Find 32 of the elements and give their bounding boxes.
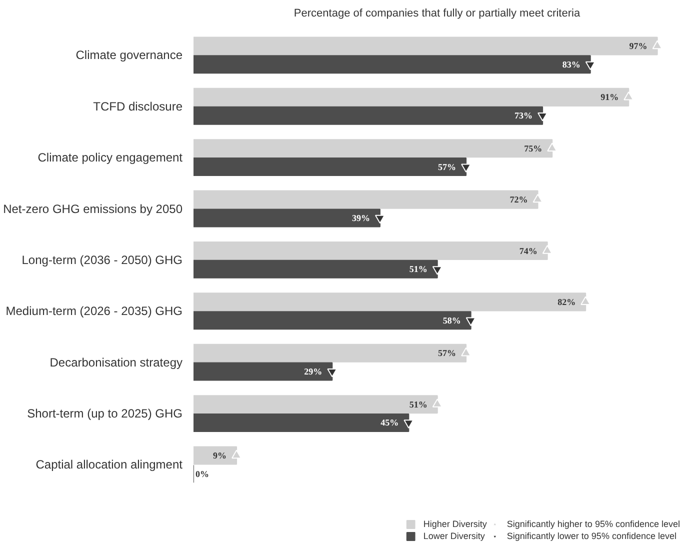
data-label: 9% [213,450,227,461]
data-label: 29% [304,366,322,377]
legend-label: Significantly higher to 95% confidence level [506,519,680,529]
y-tick-label: Climate governance [76,48,183,62]
legend-label: Lower Diversity [423,531,485,541]
data-label: 72% [510,194,528,205]
data-label: 82% [558,296,576,307]
y-tick-label: Net-zero GHG emissions by 2050 [3,202,183,216]
data-label: 57% [438,348,456,358]
data-label: 75% [524,143,542,154]
y-tick-label: Short-term (up to 2025) GHG [27,406,182,421]
y-tick-label: Climate policy engagement [38,150,184,165]
data-label: 39% [352,212,370,223]
y-tick-label: Long-term (2036 - 2050) GHG [22,252,183,267]
data-label: 91% [600,92,619,102]
data-label: 45% [380,418,399,428]
data-label: 0% [196,468,209,479]
y-tick-label: Medium-term (2026 - 2035) GHG [6,304,183,318]
data-label: 51% [409,399,428,410]
data-label: 57% [438,162,456,172]
legend-label: Significantly lower to 95% confidence level [506,531,676,541]
legend-label: Higher Diversity [423,519,487,529]
data-label: 73% [514,110,533,121]
y-tick-label: Captial allocation alingment [36,458,184,472]
y-tick-label: Decarbonisation strategy [50,355,183,370]
chart-title: Percentage of companies that fully or partially meet criteria [294,8,581,20]
data-label: 58% [442,315,461,326]
data-label: 97% [629,41,648,51]
data-label: 51% [409,264,428,274]
data-label: 74% [519,246,538,256]
y-tick-label: TCFD disclosure [93,99,183,114]
data-label: 83% [562,59,580,70]
